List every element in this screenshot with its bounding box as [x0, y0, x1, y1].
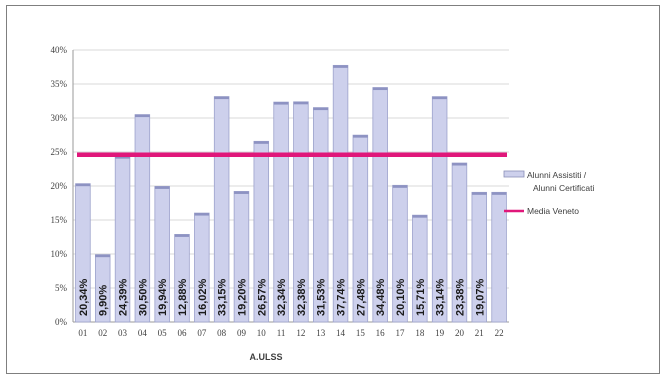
- bar-top: [333, 65, 348, 68]
- bar-top: [372, 87, 388, 91]
- x-tick-label: 16: [376, 328, 386, 338]
- bar-top: [471, 192, 487, 195]
- data-label: 26,57%: [256, 278, 268, 316]
- y-tick-label: 30%: [51, 113, 68, 123]
- x-tick-label: 09: [237, 328, 247, 338]
- x-tick-label: 22: [495, 328, 504, 338]
- data-label: 12,88%: [177, 278, 189, 316]
- y-tick-label: 5%: [55, 283, 68, 293]
- x-tick-label: 13: [316, 328, 326, 338]
- data-label: 19,94%: [157, 278, 169, 316]
- data-label: 15,71%: [415, 278, 427, 316]
- data-label: 33,14%: [435, 278, 447, 316]
- y-tick-label: 0%: [55, 317, 68, 327]
- x-tick-label: 17: [396, 328, 406, 338]
- data-label: 20,34%: [78, 278, 90, 316]
- x-tick-label: 01: [78, 328, 87, 338]
- axis-layer: A.ULSS 0% 5% 10% 15% 20% 25% 30% 35% 40% 01 02 03 04…: [51, 45, 504, 362]
- bar-top: [174, 234, 190, 237]
- bar-top: [115, 156, 130, 159]
- data-label: 34,48%: [375, 278, 387, 316]
- data-label: 37,74%: [336, 278, 348, 316]
- data-label: 27,48%: [355, 278, 367, 316]
- y-tick-label: 10%: [51, 249, 68, 259]
- bar-top: [95, 254, 111, 258]
- x-tick-label: 03: [118, 328, 128, 338]
- legend-label-line: Media Veneto: [527, 206, 579, 216]
- legend: Alunni Assistiti / Alunni Certificati Me…: [503, 170, 595, 216]
- y-tick-label: 40%: [51, 45, 68, 55]
- bar-top: [353, 135, 368, 138]
- data-label: 32,38%: [296, 278, 308, 316]
- data-label: 19,07%: [474, 278, 486, 316]
- x-tick-label: 14: [336, 328, 346, 338]
- legend-label-bars: Alunni Assistiti /: [527, 170, 587, 180]
- bar-top: [313, 107, 329, 111]
- data-label: 20,10%: [395, 278, 407, 316]
- bar-top: [135, 114, 150, 118]
- data-label: 32,34%: [276, 278, 288, 316]
- bar-top: [452, 163, 467, 166]
- bar-layer: [75, 64, 507, 323]
- y-tick-label: 35%: [51, 79, 68, 89]
- bar-top: [154, 186, 170, 189]
- chart-svg: 20,34% 9,90% 24,39% 30,50% 19,94% 12,88% 16,02…: [51, 45, 595, 362]
- bar-top: [273, 102, 289, 105]
- bar-top: [412, 215, 428, 218]
- x-tick-label: 18: [415, 328, 425, 338]
- y-tick-label: 25%: [51, 147, 68, 157]
- data-label: 9,90%: [98, 285, 110, 316]
- data-label: 31,53%: [316, 278, 328, 316]
- x-tick-label: 07: [197, 328, 207, 338]
- bar-top: [234, 191, 249, 194]
- legend-label-bars-line2: Alunni Certificati: [533, 183, 595, 193]
- data-label: 23,38%: [454, 278, 466, 316]
- data-label: 24,39%: [118, 278, 130, 316]
- x-tick-label: 12: [296, 328, 305, 338]
- x-tick-label: 10: [257, 328, 267, 338]
- x-tick-label: 15: [356, 328, 366, 338]
- x-tick-label: 06: [178, 328, 188, 338]
- data-label: 19,20%: [236, 278, 248, 316]
- label-layer: 20,34% 9,90% 24,39% 30,50% 19,94% 12,88% 16,02…: [78, 278, 486, 316]
- data-label: 16,02%: [197, 278, 209, 316]
- x-tick-label: 02: [98, 328, 107, 338]
- bar-top: [194, 213, 210, 216]
- x-tick-label: 20: [455, 328, 465, 338]
- bar-top: [253, 141, 269, 144]
- data-label: 30,50%: [137, 278, 149, 316]
- x-tick-label: 05: [158, 328, 168, 338]
- x-tick-label: 11: [277, 328, 286, 338]
- x-tick-label: 04: [138, 328, 148, 338]
- bar-top: [491, 192, 507, 195]
- x-tick-label: 21: [475, 328, 484, 338]
- data-label: 33,15%: [217, 278, 229, 316]
- chart-frame: 20,34% 9,90% 24,39% 30,50% 19,94% 12,88% 16,02…: [6, 5, 660, 374]
- y-tick-label: 20%: [51, 181, 68, 191]
- y-tick-label: 15%: [51, 215, 68, 225]
- x-axis-title: A.ULSS: [249, 352, 282, 362]
- x-tick-label: 08: [217, 328, 227, 338]
- legend-swatch-bars: [503, 170, 525, 178]
- bar-top: [432, 96, 447, 100]
- bar-top: [293, 101, 309, 105]
- bar: [332, 64, 349, 323]
- bar-top: [214, 96, 229, 100]
- bar-top: [75, 183, 91, 187]
- x-tick-label: 19: [435, 328, 445, 338]
- bar-top: [392, 185, 408, 188]
